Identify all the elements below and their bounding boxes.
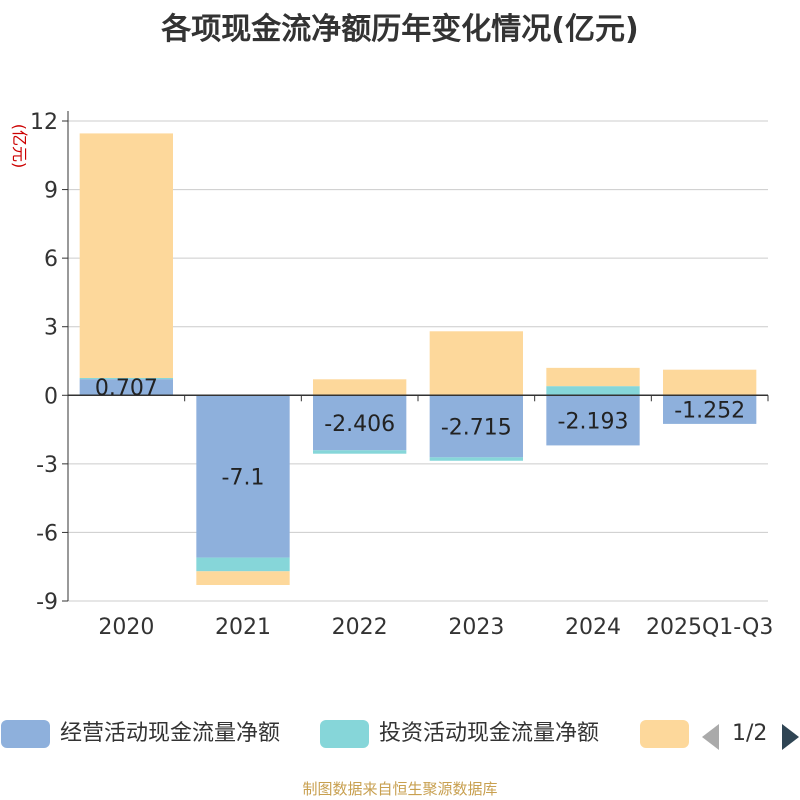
bar-operating-2024 bbox=[546, 395, 640, 446]
y-axis-label: (亿元) bbox=[10, 124, 29, 169]
bar-operating-2020 bbox=[79, 379, 173, 396]
source-note: 制图数据来自恒生聚源数据库 bbox=[302, 780, 498, 798]
x-tick-label: 2023 bbox=[448, 615, 504, 640]
x-tick-label: 2022 bbox=[332, 615, 388, 640]
legend-swatch-financing[interactable] bbox=[640, 720, 689, 748]
y-tick-label: 6 bbox=[44, 247, 58, 272]
legend-next-page-icon[interactable] bbox=[782, 724, 799, 750]
bar-investing-2022 bbox=[313, 450, 407, 454]
data-label-operating: -7.1 bbox=[222, 465, 265, 490]
data-label-operating: -2.715 bbox=[441, 415, 512, 440]
bar-financing-2024 bbox=[546, 367, 640, 387]
bar-investing-2023 bbox=[429, 457, 523, 461]
y-tick-label: 3 bbox=[44, 316, 58, 341]
bar-operating-2021 bbox=[196, 395, 290, 558]
x-tick-label: 2024 bbox=[565, 615, 621, 640]
data-label-operating: 0.707 bbox=[95, 376, 158, 401]
legend-label-investing[interactable]: 投资活动现金流量净额 bbox=[379, 721, 600, 746]
y-tick-label: 0 bbox=[44, 384, 58, 409]
legend-label-operating[interactable]: 经营活动现金流量净额 bbox=[60, 721, 281, 746]
chart-title: 各项现金流净额历年变化情况(亿元) bbox=[161, 12, 639, 47]
legend-swatch-operating[interactable] bbox=[1, 720, 50, 748]
bar-investing-2021 bbox=[196, 557, 290, 572]
y-tick-label: -9 bbox=[36, 590, 58, 615]
x-tick-label: 2020 bbox=[98, 615, 154, 640]
data-label-operating: -1.252 bbox=[674, 399, 745, 424]
bar-operating-2022 bbox=[313, 395, 407, 451]
y-tick-label: -3 bbox=[36, 453, 58, 478]
y-tick-label: 9 bbox=[44, 179, 58, 204]
data-label-operating: -2.193 bbox=[558, 409, 629, 434]
y-tick-label: -6 bbox=[36, 521, 58, 546]
y-tick-label: 12 bbox=[30, 110, 58, 135]
bar-financing-2021 bbox=[196, 571, 290, 585]
bar-financing-2025Q1-Q3 bbox=[663, 369, 757, 395]
data-label-operating: -2.406 bbox=[324, 412, 395, 437]
bar-investing-2020 bbox=[79, 377, 173, 380]
legend-prev-page-icon[interactable] bbox=[702, 724, 719, 750]
bar-operating-2025Q1-Q3 bbox=[663, 395, 757, 424]
legend-swatch-investing[interactable] bbox=[320, 720, 369, 748]
bar-financing-2023 bbox=[429, 331, 523, 396]
x-tick-label: 2021 bbox=[215, 615, 271, 640]
bar-financing-2022 bbox=[313, 379, 407, 396]
bar-financing-2020 bbox=[79, 133, 173, 378]
legend-page-indicator: 1/2 bbox=[732, 721, 768, 746]
bar-investing-2024 bbox=[546, 386, 640, 396]
x-tick-label: 2025Q1-Q3 bbox=[646, 615, 773, 640]
legend: 经营活动现金流量净额 投资活动现金流量净额 1/2 bbox=[0, 716, 800, 756]
bar-operating-2023 bbox=[429, 395, 523, 458]
